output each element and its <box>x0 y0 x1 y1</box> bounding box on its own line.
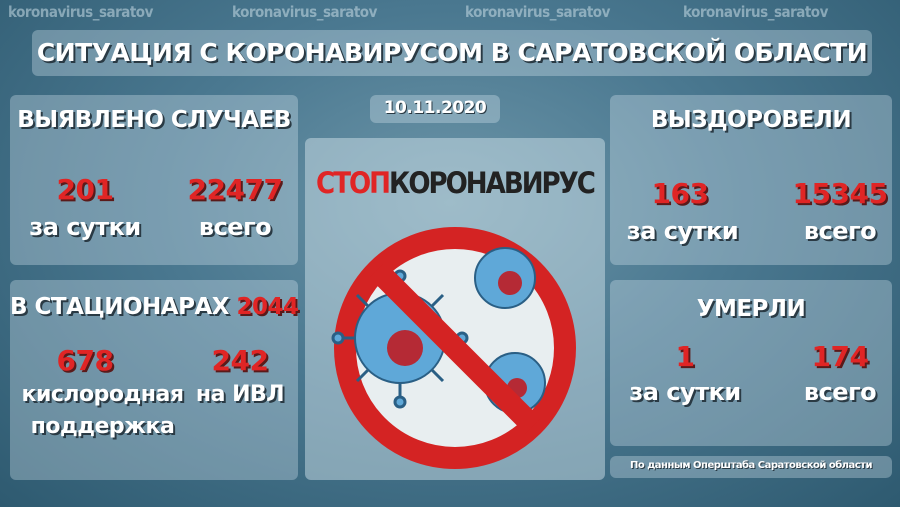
recovered-heading: ВЫЗДОРОВЕЛИ <box>650 107 852 133</box>
date: 10.11.2020 <box>383 98 487 118</box>
stop-word: СТОП <box>316 166 391 200</box>
prohibition-sign-icon <box>331 227 576 469</box>
cases-daily: 201 <box>56 173 114 206</box>
coronavirus-word: КОРОНАВИРУС <box>389 166 596 200</box>
hospital-count: 2044 <box>236 294 300 320</box>
watermark: koronavirus_saratov <box>232 3 377 21</box>
hospital-heading: В СТАЦИОНАРАХ <box>10 294 230 320</box>
cases-total: 22477 <box>187 173 283 206</box>
ventilator-count: 242 <box>211 344 269 377</box>
date-panel: 10.11.2020 <box>370 95 500 123</box>
source-panel: По данным Оперштаба Саратовской области <box>610 456 892 478</box>
center-panel: СТОПКОРОНАВИРУС <box>305 138 605 480</box>
oxygen-count: 678 <box>56 344 114 377</box>
died-daily: 1 <box>675 340 695 373</box>
recovered-total: 15345 <box>792 177 888 210</box>
page-title: СИТУАЦИЯ С КОРОНАВИРУСОМ В САРАТОВСКОЙ О… <box>36 38 868 67</box>
cases-daily-label: за сутки <box>29 213 141 241</box>
watermark: koronavirus_saratov <box>465 3 610 21</box>
cases-panel: ВЫЯВЛЕНО СЛУЧАЕВ 201 за сутки 22477 всег… <box>10 95 298 265</box>
died-panel: УМЕРЛИ 1 за сутки 174 всего <box>610 280 892 446</box>
recovered-daily-label: за сутки <box>626 217 739 245</box>
died-heading: УМЕРЛИ <box>696 296 806 322</box>
died-total-label: всего <box>803 378 877 406</box>
recovered-total-label: всего <box>803 217 877 245</box>
cases-heading: ВЫЯВЛЕНО СЛУЧАЕВ <box>17 107 291 133</box>
hospital-panel: В СТАЦИОНАРАХ 2044 678 кислородная подде… <box>10 280 300 480</box>
died-daily-label: за сутки <box>629 378 741 406</box>
cases-total-label: всего <box>198 213 272 241</box>
oxygen-label-1: кислородная <box>21 382 184 407</box>
recovered-daily: 163 <box>651 177 709 210</box>
watermark: koronavirus_saratov <box>8 3 153 21</box>
oxygen-label-2: поддержка <box>30 414 175 439</box>
died-total: 174 <box>811 340 869 373</box>
title-panel: СИТУАЦИЯ С КОРОНАВИРУСОМ В САРАТОВСКОЙ О… <box>32 30 872 76</box>
source-note: По данным Оперштаба Саратовской области <box>629 460 873 471</box>
ventilator-label: на ИВЛ <box>195 382 285 407</box>
watermark: koronavirus_saratov <box>683 3 828 21</box>
recovered-panel: ВЫЗДОРОВЕЛИ 163 за сутки 15345 всего <box>610 95 892 265</box>
